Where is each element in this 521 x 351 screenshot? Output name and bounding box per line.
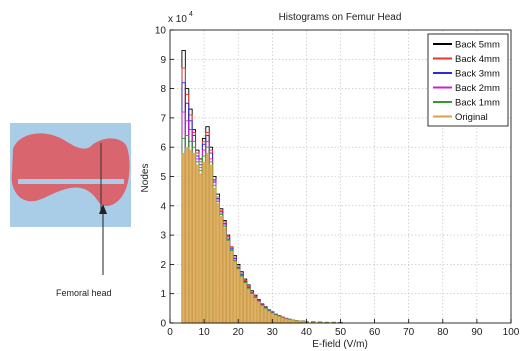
histogram-bar [205,152,210,324]
y-tick-label: 8 [160,84,166,95]
histogram-bar [280,317,285,324]
legend: Back 5mm Back 4mm Back 3mm Back 2mm Back 1mm… [427,33,509,127]
histogram-bar [287,319,292,324]
histogram-bar [209,164,213,324]
histogram-bar [263,308,268,324]
histogram-bar [222,227,227,324]
x-tick-label: 90 [471,327,483,338]
histogram-bar [202,161,207,324]
y-tick-label: 9 [160,55,166,66]
histogram-bar [249,293,254,324]
y-exponent-label: x 10 [168,14,187,25]
legend-label: Back 3mm [455,69,500,80]
histogram-bar [191,152,196,324]
y-axis-ticks: 0 1 2 3 4 5 6 7 8 9 10 [155,26,174,330]
histogram-bar [226,240,230,324]
histogram-bar [266,311,271,324]
histogram-bar [215,202,220,324]
histogram-bar [273,314,278,324]
histogram-bar [243,282,247,324]
histogram-bar [253,297,258,324]
y-exponent-power: 4 [189,11,193,18]
femur-canal [18,179,124,184]
histogram-bar [256,301,261,324]
x-tick-label: 80 [437,327,449,338]
legend-label: Back 2mm [455,83,500,94]
x-tick-label: 60 [369,327,381,338]
histogram-bar [185,146,189,324]
x-tick-label: 70 [403,327,415,338]
y-tick-label: 3 [160,231,166,242]
x-tick-label: 0 [167,327,173,338]
legend-label: Back 1mm [455,98,500,109]
legend-box [427,33,509,127]
y-axis-title: Nodes [140,164,151,193]
chart-title: Histograms on Femur Head [279,12,402,23]
y-tick-label: 6 [160,143,166,154]
histogram-bar [246,288,251,324]
histogram-bar [219,215,224,324]
histogram-bar [239,276,244,324]
x-axis-title: E-field (V/m) [312,339,368,350]
histogram-bar [277,316,282,324]
histogram-bar [198,173,203,324]
y-tick-label: 10 [155,26,167,37]
histogram-bar [188,149,193,324]
femur-inset-image [10,123,131,227]
histogram-bar [195,164,200,324]
femoral-head-arrowhead-icon [99,204,107,214]
y-tick-label: 5 [160,172,166,183]
histogram-bar [232,261,237,324]
x-tick-label: 30 [267,327,279,338]
x-tick-label: 20 [233,327,245,338]
y-tick-label: 0 [160,319,166,330]
y-tick-label: 2 [160,260,166,271]
legend-label: Back 4mm [455,54,500,65]
histogram-bar [236,269,241,324]
histogram-bar [229,251,234,324]
legend-label: Back 5mm [455,40,500,51]
y-tick-label: 1 [160,289,166,300]
x-tick-label: 100 [503,327,520,338]
x-tick-label: 10 [199,327,211,338]
y-tick-label: 4 [160,201,166,212]
y-tick-label: 7 [160,113,166,124]
x-tick-label: 50 [335,327,347,338]
histogram-bar [212,188,217,324]
femoral-head-label: Femoral head [56,288,112,298]
legend-label: Original [455,112,488,123]
histogram-bar [284,318,288,324]
x-axis-ticks: 0 10 20 30 40 50 60 70 80 90 100 [167,319,520,338]
x-tick-label: 40 [301,327,313,338]
histogram-bar [260,305,264,324]
histogram-bar [181,152,186,324]
femur-shape [11,133,130,207]
